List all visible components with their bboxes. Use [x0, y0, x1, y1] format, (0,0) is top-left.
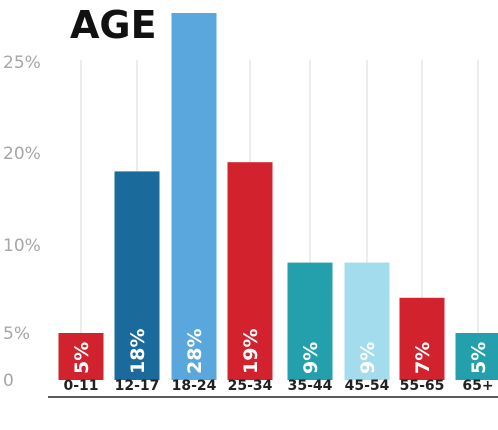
- bar: [287, 262, 333, 380]
- x-tick-label: 35-44: [288, 378, 333, 394]
- x-tick-label: 65+: [462, 378, 493, 394]
- bar-value-label: 5%: [71, 342, 93, 374]
- y-tick-label: 25%: [3, 53, 41, 73]
- bar: [171, 13, 217, 380]
- x-tick-label: 55-65: [400, 378, 445, 394]
- bar-value-label: 28%: [184, 329, 206, 374]
- bar: [58, 333, 104, 380]
- y-tick-label: 10%: [3, 236, 41, 256]
- bar: [227, 162, 273, 380]
- bar: [399, 297, 445, 380]
- x-tick-label: 18-24: [172, 378, 217, 394]
- bar-value-label: 9%: [300, 342, 322, 374]
- x-tick-label: 0-11: [63, 378, 98, 394]
- bar-value-label: 5%: [468, 342, 490, 374]
- bar: [114, 171, 160, 380]
- y-tick-label: 5%: [3, 324, 30, 344]
- bar-value-label: 18%: [127, 329, 149, 374]
- chart-title: AGE: [68, 2, 159, 48]
- y-tick-label: 20%: [3, 144, 41, 164]
- bar: [455, 333, 498, 380]
- bar-value-label: 9%: [357, 342, 379, 374]
- bar-value-label: 7%: [412, 342, 434, 374]
- x-tick-label: 45-54: [345, 378, 390, 394]
- x-tick-label: 12-17: [115, 378, 160, 394]
- bar: [344, 262, 390, 380]
- bar-value-label: 19%: [240, 329, 262, 374]
- x-tick-label: 25-34: [228, 378, 273, 394]
- y-tick-label: 0: [3, 371, 14, 391]
